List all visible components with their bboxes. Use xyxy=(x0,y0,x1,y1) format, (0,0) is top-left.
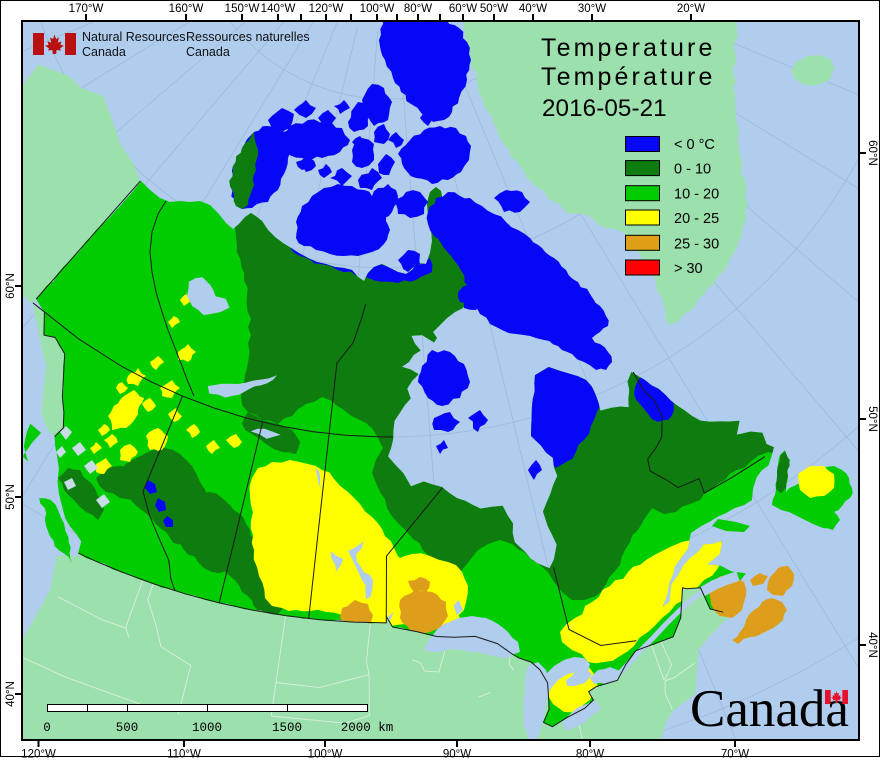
svg-text:10 - 20: 10 - 20 xyxy=(674,187,719,203)
svg-text:150°W: 150°W xyxy=(225,3,260,15)
svg-text:40°W: 40°W xyxy=(519,3,547,15)
svg-text:80°W: 80°W xyxy=(576,749,604,760)
svg-text:120°W: 120°W xyxy=(309,3,344,15)
svg-text:50°N: 50°N xyxy=(866,406,878,432)
svg-text:500: 500 xyxy=(116,721,139,735)
svg-text:40°N: 40°N xyxy=(5,681,17,707)
svg-text:20°W: 20°W xyxy=(677,3,705,15)
svg-text:20 - 25: 20 - 25 xyxy=(674,211,719,227)
svg-text:0 - 10: 0 - 10 xyxy=(674,162,711,178)
svg-text:50°W: 50°W xyxy=(480,3,508,15)
svg-text:1500: 1500 xyxy=(272,721,302,735)
svg-text:1000: 1000 xyxy=(192,721,222,735)
svg-text:80°W: 80°W xyxy=(404,3,432,15)
svg-text:70°W: 70°W xyxy=(721,749,749,760)
svg-text:110°W: 110°W xyxy=(167,749,201,760)
svg-text:2000 km: 2000 km xyxy=(341,721,394,735)
svg-text:60°N: 60°N xyxy=(866,140,878,166)
svg-text:60°W: 60°W xyxy=(449,3,477,15)
svg-text:25 - 30: 25 - 30 xyxy=(674,236,719,252)
svg-text:170°W: 170°W xyxy=(69,3,104,15)
svg-text:30°W: 30°W xyxy=(578,3,606,15)
svg-text:90°W: 90°W xyxy=(443,749,471,760)
svg-text:100°W: 100°W xyxy=(360,3,395,15)
svg-text:120°W: 120°W xyxy=(21,749,56,760)
svg-text:> 30: > 30 xyxy=(674,261,703,277)
svg-text:100°W: 100°W xyxy=(308,749,343,760)
svg-text:40°N: 40°N xyxy=(866,632,878,658)
svg-text:0: 0 xyxy=(43,721,51,735)
svg-text:140°W: 140°W xyxy=(261,3,296,15)
svg-text:< 0 °C: < 0 °C xyxy=(674,137,715,153)
svg-text:160°W: 160°W xyxy=(169,3,204,15)
svg-text:60°N: 60°N xyxy=(5,273,17,299)
svg-text:50°N: 50°N xyxy=(5,484,17,510)
